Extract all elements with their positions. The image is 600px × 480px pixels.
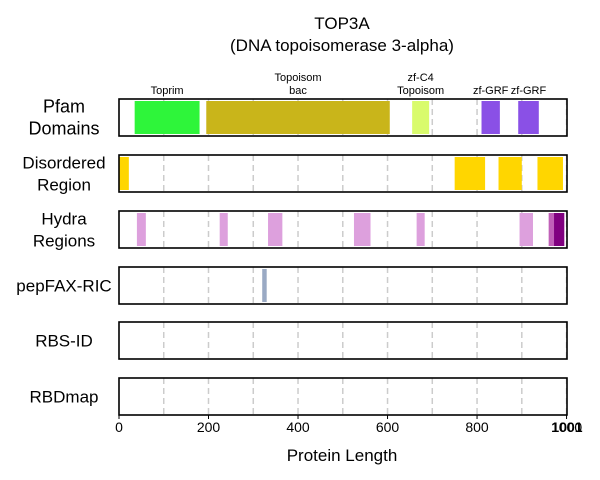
track-5: RBDmap bbox=[30, 377, 568, 416]
track-label: Hydra bbox=[41, 210, 87, 229]
track-frame bbox=[118, 154, 568, 193]
track-2: Hydra Regions bbox=[33, 210, 568, 251]
segment-bar bbox=[519, 213, 533, 246]
segment-bar bbox=[416, 213, 425, 246]
segment-bar bbox=[206, 101, 390, 134]
segment-bar bbox=[481, 101, 500, 134]
segment-bar bbox=[537, 157, 563, 190]
segment-bar bbox=[548, 213, 555, 246]
segment-bar bbox=[134, 101, 200, 134]
track-frame bbox=[118, 266, 568, 305]
x-tick-label: 800 bbox=[465, 419, 489, 435]
domain-label: zf-GRF bbox=[473, 85, 509, 97]
segment-bar bbox=[268, 213, 283, 246]
segment-bar bbox=[136, 213, 146, 246]
x-tick-label: 600 bbox=[376, 419, 400, 435]
x-axis-label: Protein Length bbox=[287, 446, 398, 465]
track-frame bbox=[118, 210, 568, 249]
x-tick-label: 200 bbox=[197, 419, 221, 435]
track-label: RBDmap bbox=[30, 388, 99, 407]
segment-bar bbox=[554, 213, 565, 246]
domain-label: Topoisom bbox=[274, 72, 321, 84]
protein-length-label: 1001 bbox=[551, 419, 582, 435]
track-frame bbox=[118, 377, 568, 416]
segment-bar bbox=[412, 101, 430, 134]
track-frame bbox=[118, 98, 568, 137]
domain-label: Toprim bbox=[151, 85, 184, 97]
track-3: pepFAX-RIC bbox=[16, 266, 568, 305]
domain-label: Topoisom bbox=[397, 85, 444, 97]
segment-bar bbox=[353, 213, 371, 246]
domain-label: bac bbox=[289, 85, 307, 97]
track-frame bbox=[118, 321, 568, 360]
track-label: Pfam bbox=[43, 97, 85, 117]
track-4: RBS-ID bbox=[35, 321, 568, 360]
domain-label: zf-GRF bbox=[511, 85, 547, 97]
x-tick-label: 1000 bbox=[551, 419, 582, 435]
chart-title: TOP3A bbox=[314, 14, 370, 33]
segment-bar bbox=[262, 269, 267, 302]
segment-bar bbox=[518, 101, 539, 134]
segment-bar bbox=[454, 157, 486, 190]
x-tick-label: 0 bbox=[115, 419, 123, 435]
domain-label: zf-C4 bbox=[408, 72, 434, 84]
x-tick-label: 400 bbox=[286, 419, 310, 435]
segment-bar bbox=[498, 157, 522, 190]
track-label: Domains bbox=[28, 119, 99, 139]
segment-bar bbox=[219, 213, 228, 246]
track-label: Disordered bbox=[22, 154, 105, 173]
track-label: Region bbox=[37, 176, 91, 195]
track-label: Regions bbox=[33, 232, 95, 251]
track-label: RBS-ID bbox=[35, 332, 93, 351]
track-label: pepFAX-RIC bbox=[16, 277, 111, 296]
chart-subtitle: (DNA topoisomerase 3-alpha) bbox=[230, 36, 454, 55]
segment-bar bbox=[119, 157, 129, 190]
track-1: Disordered Region bbox=[22, 154, 568, 195]
